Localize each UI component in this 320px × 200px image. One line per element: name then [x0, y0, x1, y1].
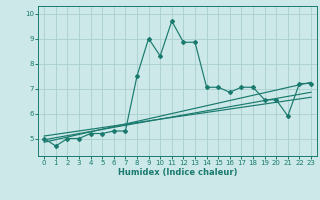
X-axis label: Humidex (Indice chaleur): Humidex (Indice chaleur): [118, 168, 237, 177]
